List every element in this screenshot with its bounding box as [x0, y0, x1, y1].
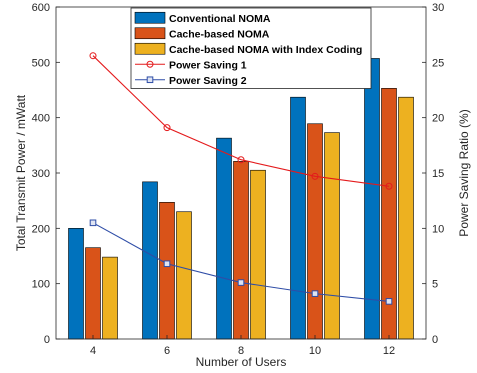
legend: Conventional NOMA Cache-based NOMA Cache-b…	[130, 7, 372, 89]
line-point	[385, 298, 393, 305]
x-tick-label: 10	[309, 345, 321, 357]
series-line	[92, 55, 390, 187]
y-tick-label: 0	[44, 334, 50, 346]
legend-box	[130, 7, 372, 89]
y-axis-label-left: Total Transmit Power / mWatt	[14, 94, 28, 251]
x-axis-label: Number of Users	[196, 355, 287, 369]
y2-tick-label: 15	[432, 168, 444, 180]
line-point	[89, 219, 97, 227]
bar	[364, 58, 380, 340]
bar	[398, 96, 414, 340]
legend-label: Power Saving 1	[169, 59, 247, 71]
legend-marker	[146, 76, 154, 84]
bar	[307, 123, 323, 340]
bar	[142, 181, 158, 340]
y-axis-label-right: Power Saving Ratio (%)	[457, 109, 471, 236]
bar	[102, 256, 118, 340]
line-point	[89, 52, 97, 60]
legend-label: Conventional NOMA	[169, 13, 271, 25]
y2-tick-label: 30	[432, 2, 444, 14]
line-point	[237, 156, 245, 164]
legend-marker	[146, 60, 154, 68]
y-tick-label: 100	[32, 279, 50, 291]
legend-swatch	[134, 42, 166, 55]
line-point	[163, 260, 171, 268]
axes-layer: 0 100 200 300 400 500 600 0 5 10 15 20 25 30 4 6 8 10 12	[32, 2, 445, 357]
y-tick-label: 200	[32, 223, 50, 235]
bar	[85, 247, 101, 340]
bar	[324, 132, 340, 340]
line-point	[311, 172, 319, 180]
bars-layer	[68, 58, 414, 340]
legend-label: Power Saving 2	[169, 75, 247, 87]
bar	[159, 202, 175, 340]
legend-label: Cache-based NOMA	[169, 28, 270, 40]
x-tick-label: 6	[164, 345, 170, 357]
lines-layer	[89, 52, 393, 305]
x-tick-label: 12	[383, 345, 395, 357]
line-point	[385, 182, 393, 190]
y-tick-label: 600	[32, 2, 50, 14]
x-tick-label: 4	[90, 345, 96, 357]
y-tick-label: 500	[32, 57, 50, 69]
bar	[176, 211, 192, 340]
legend-swatch	[134, 11, 166, 24]
line-point	[237, 279, 245, 286]
bar	[216, 137, 232, 340]
y-tick-label: 400	[32, 113, 50, 125]
x-tick-label: 8	[238, 345, 244, 357]
legend-label: Cache-based NOMA with Index Coding	[169, 44, 362, 56]
bar	[68, 228, 84, 340]
bar	[290, 96, 306, 340]
y2-tick-label: 25	[432, 57, 444, 69]
legend-swatch	[134, 27, 166, 40]
line-point	[163, 124, 171, 132]
y2-tick-label: 0	[432, 334, 438, 346]
y2-tick-label: 10	[432, 223, 444, 235]
y-tick-label: 300	[32, 168, 50, 180]
bar	[250, 169, 266, 340]
bar	[233, 161, 249, 340]
y2-tick-label: 20	[432, 113, 444, 125]
y2-tick-label: 5	[432, 279, 438, 291]
line-point	[311, 290, 319, 297]
